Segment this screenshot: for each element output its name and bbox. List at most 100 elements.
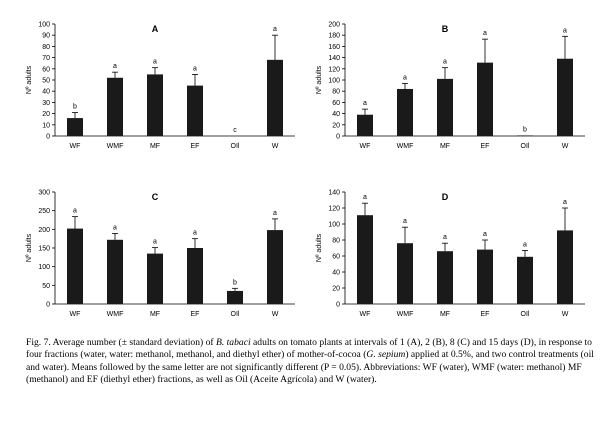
y-tick-label: 10 — [42, 122, 50, 129]
y-tick-label: 200 — [38, 227, 50, 234]
significance-letter: a — [363, 100, 367, 107]
y-axis-label: Nº adults — [26, 65, 33, 94]
bar — [187, 85, 203, 136]
bar — [397, 88, 413, 136]
y-tick-label: 150 — [38, 246, 50, 253]
significance-letter: a — [483, 231, 487, 238]
panel-title: D — [442, 192, 449, 202]
significance-letter: a — [153, 239, 157, 246]
significance-letter: a — [523, 241, 527, 248]
x-tick-label: OIl — [231, 143, 240, 150]
x-tick-label: WMF — [397, 143, 414, 150]
y-tick-label: 0 — [336, 302, 340, 309]
bar — [187, 248, 203, 304]
significance-letter: a — [113, 224, 117, 231]
y-tick-label: 100 — [38, 22, 50, 29]
caption-text-1: Fig. 7. Average number (± standard devia… — [26, 337, 216, 348]
significance-letter: a — [113, 63, 117, 70]
y-tick-label: 80 — [332, 238, 340, 245]
significance-letter: a — [273, 26, 277, 33]
x-tick-label: W — [272, 311, 279, 318]
y-axis-label: Nº adults — [316, 233, 323, 262]
x-tick-label: W — [562, 311, 569, 318]
bar — [517, 135, 533, 136]
x-tick-label: MF — [150, 143, 160, 150]
x-tick-label: EF — [191, 143, 200, 150]
x-tick-label: WMF — [397, 311, 414, 318]
x-tick-label: OIl — [231, 311, 240, 318]
significance-letter: a — [273, 210, 277, 217]
y-tick-label: 50 — [42, 78, 50, 85]
significance-letter: a — [403, 74, 407, 81]
significance-letter: a — [483, 30, 487, 37]
panel-title: C — [152, 192, 159, 202]
bar — [147, 253, 163, 304]
significance-letter: a — [563, 27, 567, 34]
x-tick-label: WMF — [107, 311, 124, 318]
significance-letter: a — [363, 194, 367, 201]
y-tick-label: 0 — [336, 134, 340, 141]
x-tick-label: WMF — [107, 143, 124, 150]
y-tick-label: 60 — [332, 100, 340, 107]
y-tick-label: 300 — [38, 190, 50, 197]
y-tick-label: 90 — [42, 33, 50, 40]
bar — [67, 118, 83, 136]
y-tick-label: 20 — [42, 111, 50, 118]
y-axis-label: Nº adults — [26, 233, 33, 262]
y-tick-label: 100 — [328, 222, 340, 229]
x-tick-label: W — [562, 143, 569, 150]
y-tick-label: 180 — [328, 33, 340, 40]
y-tick-label: 60 — [332, 254, 340, 261]
x-tick-label: WF — [360, 143, 371, 150]
bar — [357, 215, 373, 304]
y-tick-label: 120 — [328, 66, 340, 73]
y-tick-label: 70 — [42, 55, 50, 62]
caption-species-2: G. sepium — [366, 349, 406, 361]
significance-letter: a — [193, 230, 197, 237]
bar — [107, 77, 123, 136]
bar — [147, 74, 163, 136]
y-tick-label: 0 — [46, 134, 50, 141]
significance-letter: c — [233, 127, 237, 134]
bar — [267, 59, 283, 137]
y-tick-label: 80 — [42, 44, 50, 51]
y-tick-label: 140 — [328, 190, 340, 197]
caption-text-3: ) applied at 0.5%, and two control treat… — [26, 349, 594, 386]
chart-d: 0 20 40 60 80 100 120 140 Nº adults Da WF a WMF a MF a E… — [316, 190, 585, 318]
y-tick-label: 80 — [332, 89, 340, 96]
y-tick-label: 40 — [42, 89, 50, 96]
y-tick-label: 250 — [38, 208, 50, 215]
y-tick-label: 120 — [328, 206, 340, 213]
x-tick-label: OIl — [521, 143, 530, 150]
y-tick-label: 100 — [38, 264, 50, 271]
y-tick-label: 20 — [332, 286, 340, 293]
caption-text-2: adults on tomato plants at intervals of … — [26, 337, 592, 361]
significance-letter: a — [443, 234, 447, 241]
x-tick-label: WF — [70, 143, 81, 150]
bar — [437, 78, 453, 136]
significance-letter: a — [73, 208, 77, 215]
bar — [557, 58, 573, 136]
significance-letter: b — [233, 279, 237, 286]
bar — [517, 256, 533, 304]
chart-b: 0 20 40 60 80 100 120 140 160 180 200 Nº adults Ba WF… — [316, 22, 585, 150]
x-tick-label: MF — [440, 311, 450, 318]
caption-species-1: B. tabaci — [215, 337, 251, 348]
bar — [267, 230, 283, 304]
x-tick-label: EF — [481, 311, 490, 318]
y-tick-label: 30 — [42, 100, 50, 107]
bar — [397, 243, 413, 304]
y-tick-label: 20 — [332, 122, 340, 129]
bar — [227, 290, 243, 304]
y-tick-label: 60 — [42, 66, 50, 73]
significance-letter: a — [443, 59, 447, 66]
significance-letter: a — [403, 218, 407, 225]
y-tick-label: 200 — [328, 22, 340, 29]
x-tick-label: W — [272, 143, 279, 150]
y-tick-label: 140 — [328, 55, 340, 62]
significance-letter: b — [73, 103, 77, 110]
panel-title: B — [442, 24, 449, 34]
significance-letter: a — [153, 59, 157, 66]
significance-letter: a — [563, 199, 567, 206]
x-tick-label: EF — [481, 143, 490, 150]
